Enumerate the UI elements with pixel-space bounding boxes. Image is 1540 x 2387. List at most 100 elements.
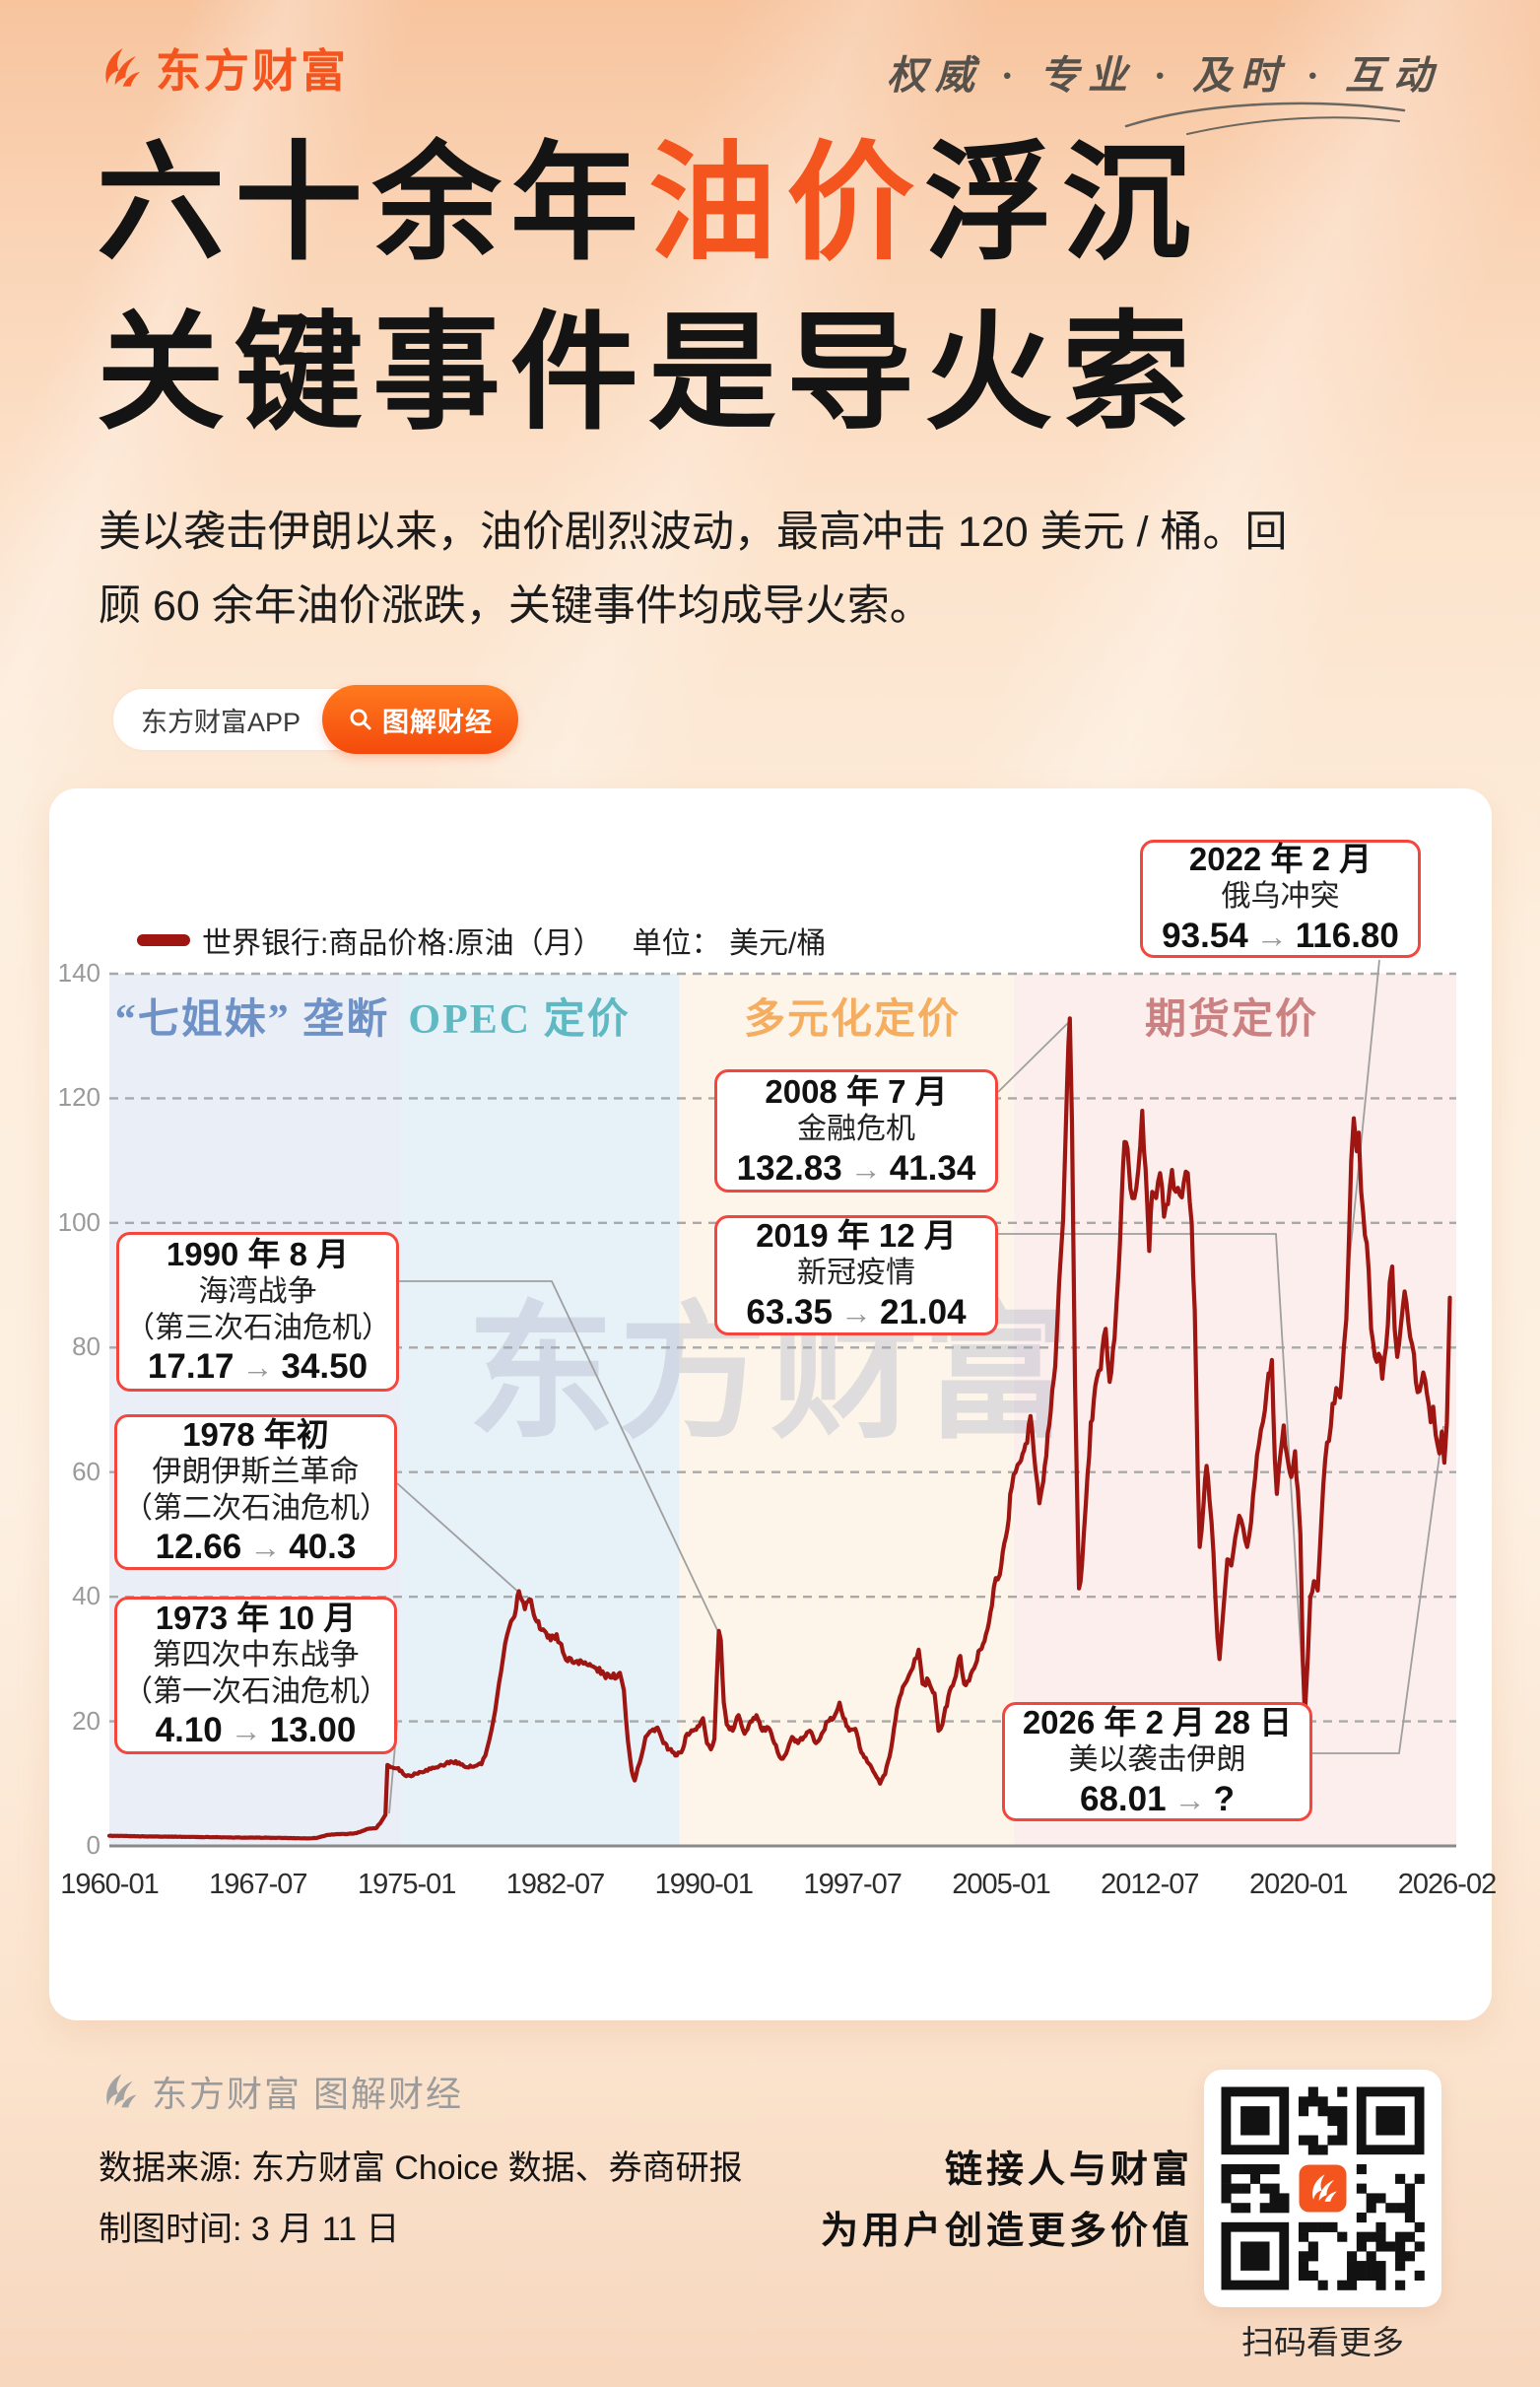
annotation-values: 93.54 → 116.80 [1162,916,1399,958]
era-band-1 [401,974,680,1846]
x-tick-label-1967-07: 1967-07 [209,1869,307,1900]
legend-label: 世界银行:商品价格:原油（月） [202,927,603,960]
intro-paragraph: 美以袭击伊朗以来，油价剧烈波动，最高冲击 120 美元 / 桶。回 顾 60 余… [99,496,1498,644]
brand-tagline: 权威 · 专业 · 及时 · 互动 [887,53,1441,98]
channel-badge-label: 图解财经 [382,707,494,737]
x-tick-label-2012-07: 2012-07 [1101,1869,1199,1900]
annotation-1978-iran-revolution: 1978 年初 伊朗伊斯兰革命 （第二次石油危机） 12.66 → 40.3 [114,1414,397,1570]
footer-brand-text: 东方财富 图解财经 [152,2074,464,2114]
x-tick-label-1997-07: 1997-07 [803,1869,902,1900]
annotation-event: 伊朗伊斯兰革命 [152,1456,360,1489]
value-to: 21.04 [880,1293,967,1332]
y-tick-label-40: 40 [72,1581,100,1611]
annotation-event-sub: （第三次石油危机） [125,1311,391,1344]
x-tick-label-1982-07: 1982-07 [505,1869,605,1900]
value-from: 4.10 [155,1711,223,1750]
y-tick-label-80: 80 [72,1331,100,1362]
annotation-values: 63.35 → 21.04 [746,1292,966,1334]
title-line-2: 关键事件是导火索 [97,301,1201,444]
annotation-event-sub: （第二次石油危机） [123,1491,389,1525]
arrow-icon: → [1255,919,1288,955]
annotation-values: 12.66 → 40.3 [156,1527,357,1569]
tagline-swoosh-decoration [1124,102,1406,135]
value-to: 41.34 [889,1148,976,1188]
value-to: 34.50 [281,1347,368,1387]
oil-price-line-chart: 东方财富 [106,959,1456,1848]
title-part2: 浮沉 [924,131,1201,275]
annotation-values: 132.83 → 41.34 [737,1148,976,1191]
annotation-connector-5 [1348,959,1380,1266]
annotation-1990-gulf-war: 1990 年 8 月 海湾战争 （第三次石油危机） 17.17 → 34.50 [116,1232,399,1392]
search-icon [350,709,371,730]
annotation-date: 2019 年 12 月 [756,1217,957,1255]
x-tick-label-1990-01: 1990-01 [654,1869,754,1900]
brand-logo: 东方财富 [97,35,349,101]
annotation-connector-1 [396,1482,520,1594]
intro-line-1: 美以袭击伊朗以来，油价剧烈波动，最高冲击 120 美元 / 桶。回 [99,509,1288,556]
annotation-event: 俄乌冲突 [1221,880,1340,914]
x-tick-label-1975-01: 1975-01 [357,1869,456,1900]
arrow-icon: → [230,1713,262,1749]
era-label-seven-sisters: “七姐妹” 垄断 [114,997,390,1043]
annotation-connector-6 [1312,1425,1444,1754]
slogan-line-2: 为用户创造更多价值 [820,2211,1193,2252]
annotation-date: 2026 年 2 月 28 日 [1022,1703,1293,1740]
arrow-icon: → [1173,1781,1206,1817]
annotation-date: 2022 年 2 月 [1188,841,1373,878]
arrow-icon: → [241,1349,274,1386]
annotation-values: 4.10 → 13.00 [156,1710,357,1752]
oil-price-series-line [106,1016,1452,1841]
value-from: 93.54 [1162,917,1248,956]
annotation-2026-us-israel-iran: 2026 年 2 月 28 日 美以袭击伊朗 68.01 →? [1002,1702,1312,1821]
y-tick-label-0: 0 [86,1830,100,1860]
arrow-icon: → [249,1530,282,1566]
title-line-1: 六十余年油价浮沉 [97,138,1200,268]
annotation-2022-russia-ukraine: 2022 年 2 月 俄乌冲突 93.54 → 116.80 [1140,840,1421,958]
app-pill[interactable]: 东方财富APP 图解财经 [111,685,519,754]
value-from: 12.66 [155,1528,242,1567]
annotation-date: 1990 年 8 月 [166,1235,350,1272]
value-from: 63.35 [746,1293,833,1332]
era-label-futures: 期货定价 [1144,997,1318,1043]
era-label-opec: OPEC 定价 [408,997,631,1043]
value-to: 116.80 [1295,917,1399,956]
annotation-date: 2008 年 7 月 [765,1072,948,1110]
brand-flame-icon [105,48,140,87]
value-from: 68.01 [1080,1779,1167,1818]
value-from: 132.83 [736,1148,842,1188]
y-tick-label-140: 140 [57,958,100,988]
footer-brand: 东方财富 图解财经 [99,2066,463,2117]
era-band-3 [1013,974,1456,1846]
y-tick-label-100: 100 [57,1206,100,1237]
chart-legend: 世界银行:商品价格:原油（月） 单位： 美元/桶 [137,919,826,962]
annotation-event: 新冠疫情 [797,1257,915,1290]
annotation-1973-oil-crisis: 1973 年 10 月 第四次中东战争 （第一次石油危机） 4.10 → 13.00 [114,1597,397,1754]
legend-unit: 单位： 美元/桶 [632,927,827,960]
annotation-2019-covid: 2019 年 12 月 新冠疫情 63.35 → 21.04 [714,1215,998,1335]
intro-line-2: 顾 60 余年油价涨跌，关键事件均成导火索。 [99,582,932,630]
app-pill-label: 东方财富APP [141,707,301,737]
slogan-line-1: 链接人与财富 [944,2149,1193,2191]
arrow-icon: → [849,1150,882,1187]
y-tick-label-60: 60 [72,1456,100,1486]
x-tick-label-2020-01: 2020-01 [1248,1869,1348,1900]
qr-code [1204,2070,1441,2307]
annotation-values: 68.01 →? [1080,1779,1235,1821]
brand-name: 东方财富 [156,45,349,97]
page-title: 六十余年油价浮沉 关键事件是导火索 [97,138,1200,438]
annotation-event: 海湾战争 [198,1275,317,1309]
footer-flame-icon [106,2074,137,2108]
channel-badge[interactable]: 图解财经 [322,685,519,754]
annotation-event: 金融危机 [797,1112,915,1145]
annotation-event: 美以袭击伊朗 [1068,1742,1246,1776]
qr-code-image [1221,2086,1425,2290]
y-tick-label-20: 20 [72,1705,100,1736]
x-tick-label-2026-02: 2026-02 [1397,1869,1497,1900]
y-tick-label-120: 120 [57,1082,100,1113]
legend-line-swatch [137,934,190,946]
annotation-date: 1978 年初 [182,1415,329,1453]
chart-date: 制图时间: 3 月 11 日 [99,2211,400,2248]
annotation-connector-2 [399,1280,719,1633]
annotation-connector-4 [998,1233,1306,1714]
value-to: ? [1213,1779,1235,1818]
